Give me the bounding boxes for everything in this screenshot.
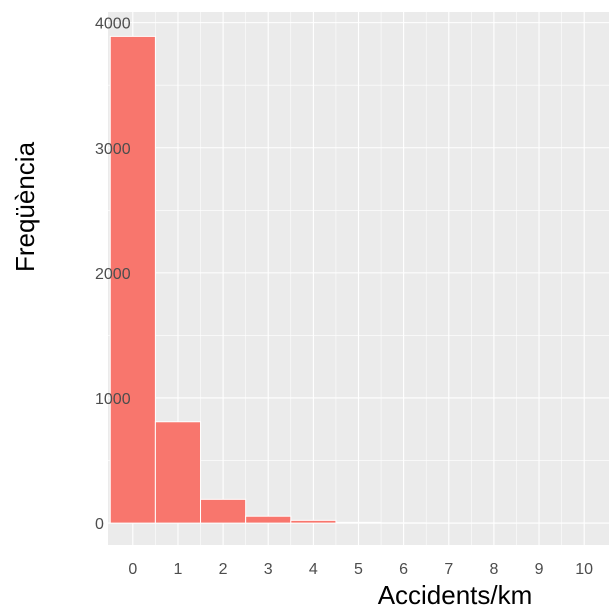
y-tick-label: 0 <box>95 516 104 533</box>
bar-3 <box>245 515 292 524</box>
y-tick-label: 4000 <box>95 16 131 33</box>
bars <box>109 35 517 524</box>
x-tick-label: 4 <box>309 561 318 578</box>
y-tick-label: 2000 <box>95 266 131 283</box>
x-tick-label: 5 <box>354 561 363 578</box>
bar-0 <box>109 35 156 524</box>
x-axis-title: Accidents/km <box>378 580 533 610</box>
x-tick-label: 7 <box>444 561 453 578</box>
bar-2 <box>200 498 247 524</box>
y-tick-label: 3000 <box>95 141 131 158</box>
y-tick-labels: 0 1000 2000 3000 4000 <box>95 16 131 533</box>
x-tick-label: 0 <box>128 561 137 578</box>
x-tick-labels: 0 1 2 3 4 5 6 7 8 9 10 <box>128 561 593 578</box>
x-tick-label: 2 <box>219 561 228 578</box>
x-tick-label: 3 <box>264 561 273 578</box>
y-axis-title: Freqüència <box>10 141 40 272</box>
bar-4 <box>290 519 337 524</box>
x-tick-label: 1 <box>174 561 183 578</box>
y-tick-label: 1000 <box>95 391 131 408</box>
bar-1 <box>154 421 202 524</box>
x-tick-label: 10 <box>575 561 593 578</box>
bar-5 <box>335 521 382 524</box>
x-tick-label: 9 <box>535 561 544 578</box>
x-tick-label: 8 <box>489 561 498 578</box>
x-tick-label: 6 <box>399 561 408 578</box>
